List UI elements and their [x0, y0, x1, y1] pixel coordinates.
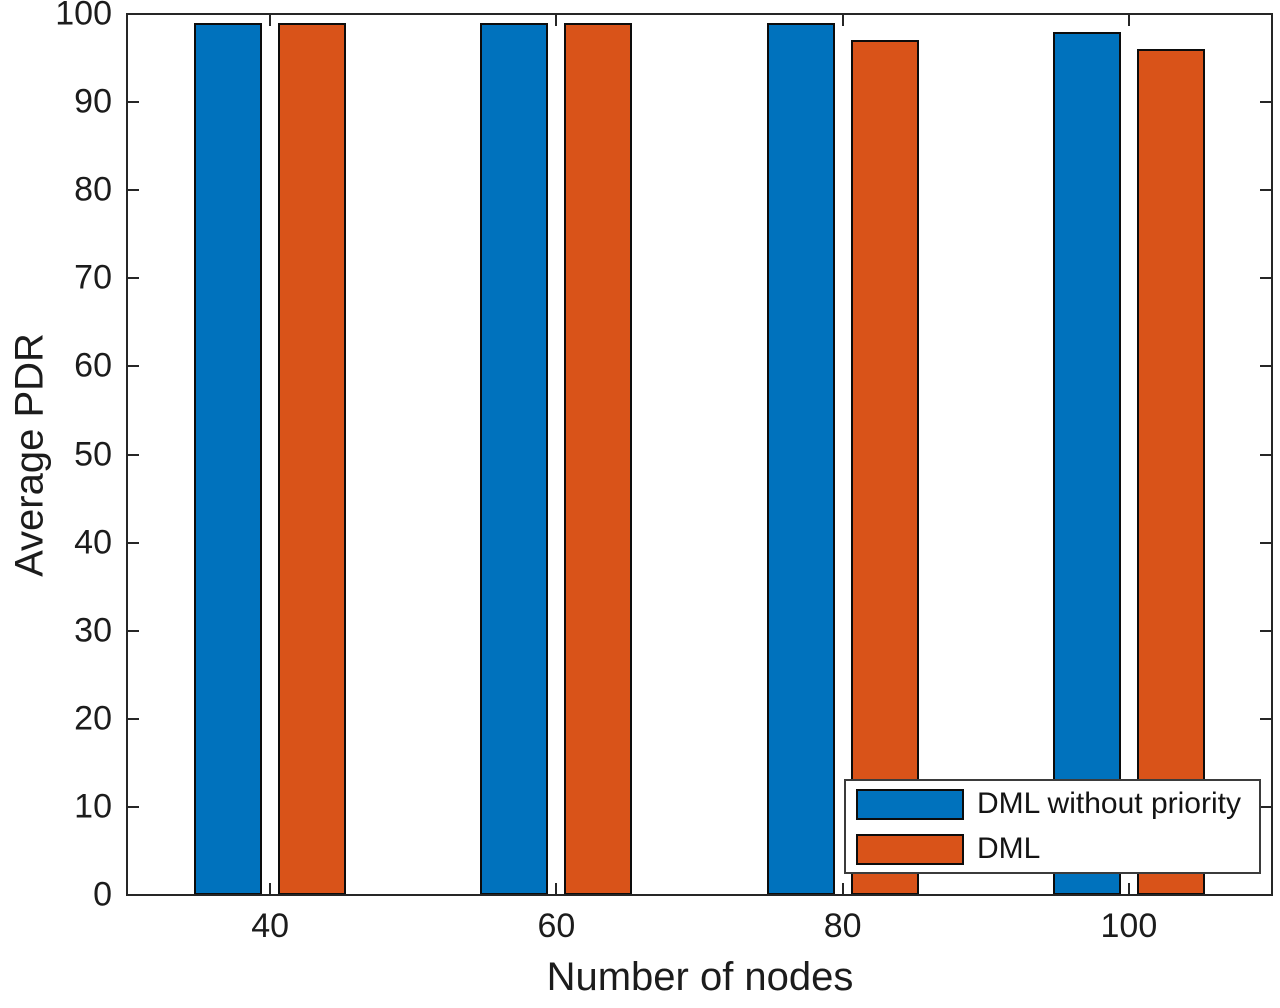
legend-item-dml: DML — [856, 832, 1259, 866]
x-tick-mark-top-80 — [841, 14, 844, 26]
legend-swatch-dml-without-priority — [856, 788, 964, 820]
y-tick-mark-right-80 — [1260, 189, 1272, 192]
y-tick-mark-right-60 — [1260, 365, 1272, 368]
bar-dml-100 — [1136, 49, 1205, 895]
x-tick-mark-top-40 — [269, 14, 272, 26]
y-tick-label-100: 100 — [55, 0, 112, 33]
x-tick-mark-bottom-40 — [269, 883, 272, 895]
x-tick-mark-top-100 — [1127, 14, 1130, 26]
y-tick-mark-left-10 — [127, 805, 139, 808]
y-tick-mark-right-40 — [1260, 541, 1272, 544]
y-tick-mark-right-50 — [1260, 453, 1272, 456]
x-tick-mark-bottom-100 — [1127, 883, 1130, 895]
y-tick-mark-left-60 — [127, 365, 139, 368]
bar-dml-without-priority-80 — [766, 22, 835, 895]
legend-label-dml: DML — [977, 832, 1041, 865]
x-tick-label-40: 40 — [251, 907, 290, 945]
bar-dml-without-priority-60 — [480, 22, 549, 895]
bar-dml-without-priority-40 — [194, 22, 263, 895]
y-tick-mark-left-80 — [127, 189, 139, 192]
y-tick-label-90: 90 — [74, 82, 112, 121]
legend: DML without priority DML — [844, 779, 1261, 874]
x-tick-label-80: 80 — [823, 907, 862, 945]
legend-item-dml-without-priority: DML without priority — [856, 787, 1259, 821]
bar-dml-80 — [850, 40, 919, 895]
x-tick-mark-bottom-60 — [555, 883, 558, 895]
y-tick-label-80: 80 — [74, 170, 112, 209]
x-tick-label-100: 100 — [1100, 907, 1158, 945]
y-tick-mark-left-20 — [127, 717, 139, 720]
y-tick-mark-right-10 — [1260, 805, 1272, 808]
y-tick-mark-right-20 — [1260, 717, 1272, 720]
y-tick-mark-right-90 — [1260, 101, 1272, 104]
x-axis-label: Number of nodes — [546, 955, 854, 999]
y-tick-mark-left-90 — [127, 101, 139, 104]
y-tick-mark-left-70 — [127, 277, 139, 280]
y-tick-mark-left-40 — [127, 541, 139, 544]
bar-dml-without-priority-100 — [1052, 31, 1121, 895]
y-tick-label-10: 10 — [74, 787, 112, 826]
y-tick-label-30: 30 — [74, 611, 112, 650]
bar-dml-40 — [278, 22, 347, 895]
y-tick-label-40: 40 — [74, 523, 112, 562]
y-tick-label-0: 0 — [93, 875, 112, 914]
y-tick-mark-right-30 — [1260, 629, 1272, 632]
x-tick-mark-top-60 — [555, 14, 558, 26]
y-tick-mark-right-70 — [1260, 277, 1272, 280]
y-tick-mark-left-50 — [127, 453, 139, 456]
x-tick-label-60: 60 — [537, 907, 576, 945]
y-tick-label-20: 20 — [74, 699, 112, 738]
legend-label-dml-without-priority: DML without priority — [977, 787, 1241, 820]
y-tick-mark-left-30 — [127, 629, 139, 632]
x-tick-mark-bottom-80 — [841, 883, 844, 895]
y-tick-label-50: 50 — [74, 435, 112, 473]
y-tick-label-70: 70 — [74, 258, 112, 297]
legend-swatch-dml — [856, 833, 964, 865]
bar-dml-60 — [564, 22, 633, 895]
y-tick-label-60: 60 — [74, 346, 112, 385]
